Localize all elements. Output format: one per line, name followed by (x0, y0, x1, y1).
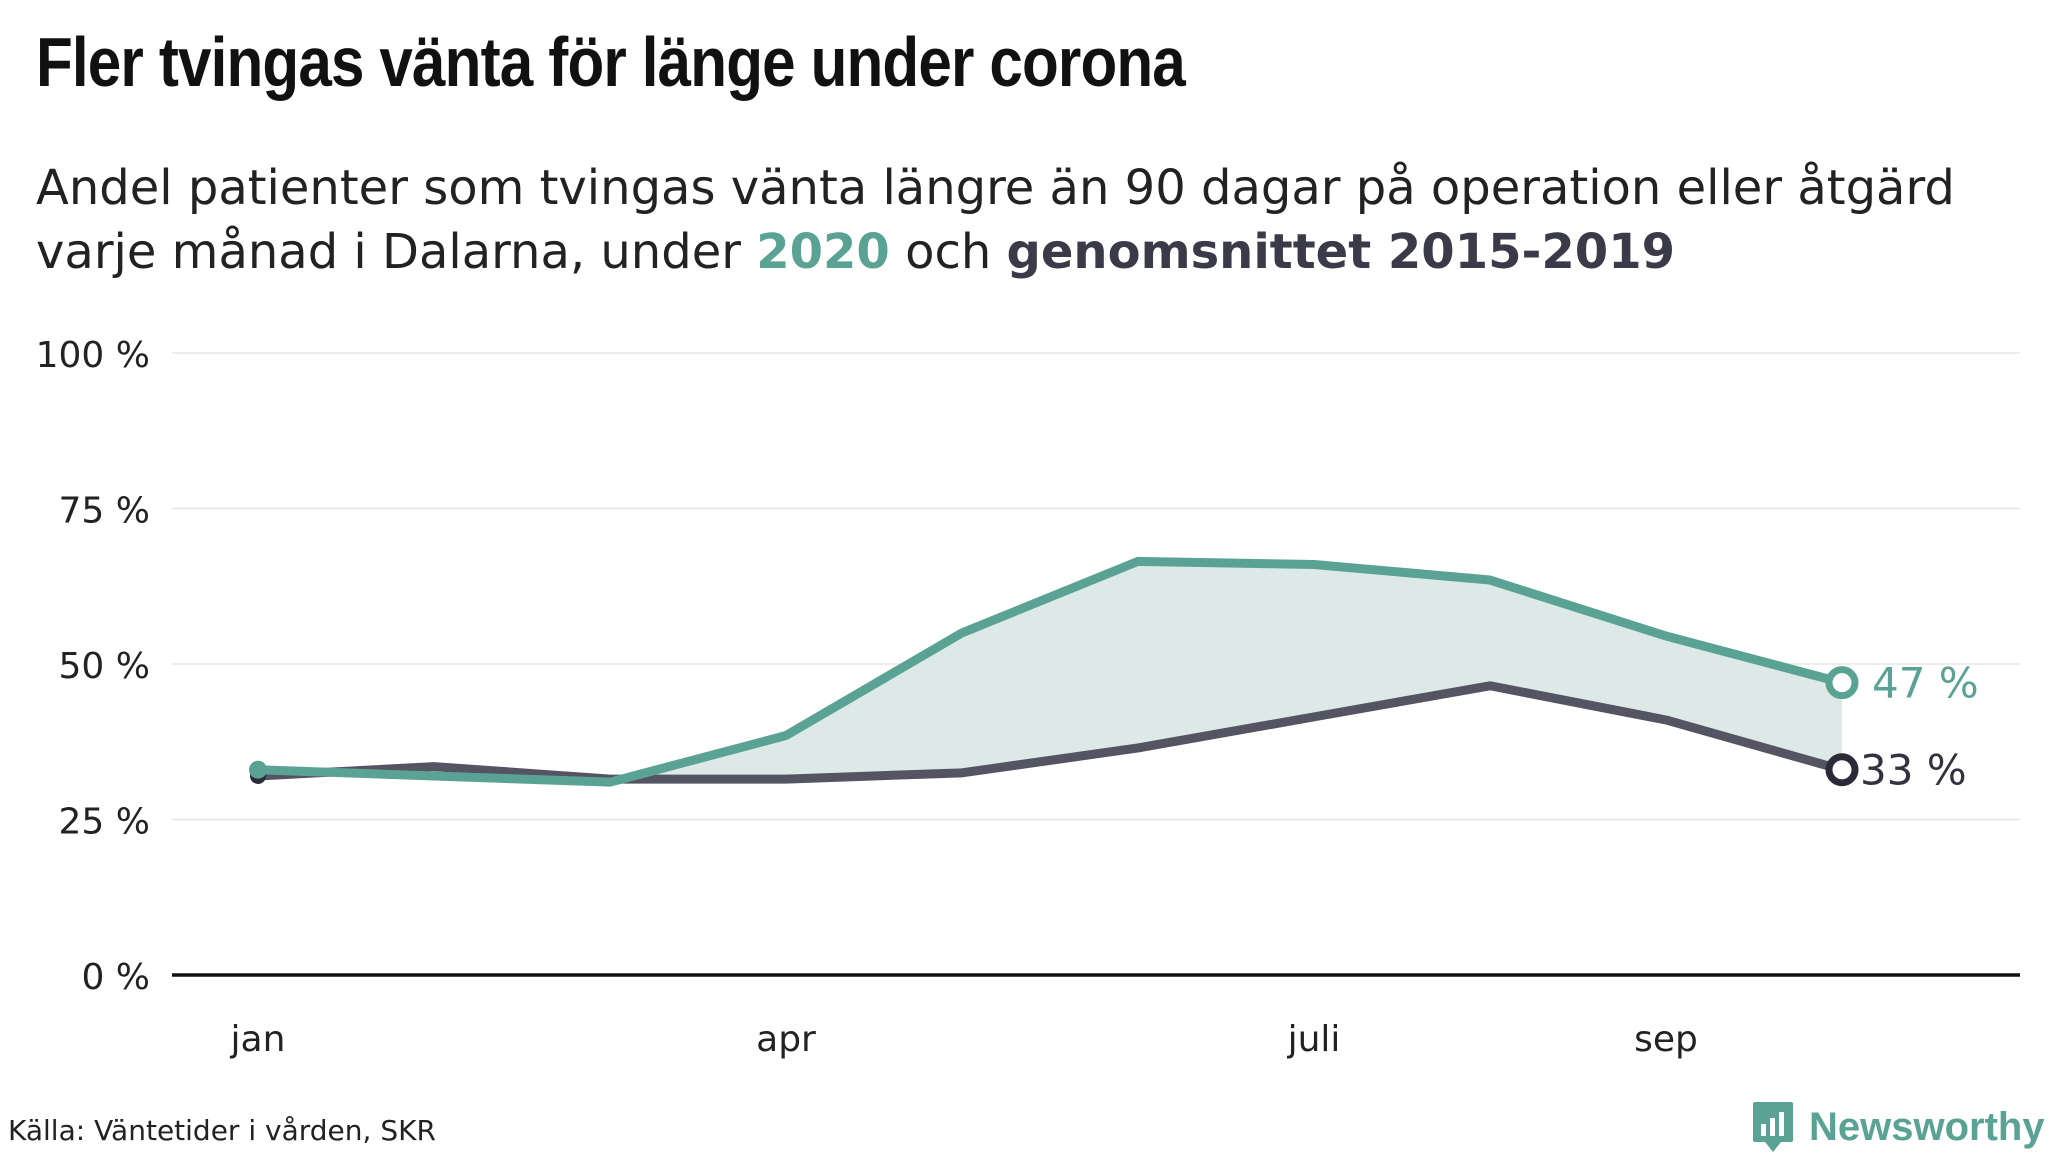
y-tick-label: 50 % (59, 646, 150, 687)
area-between-series (258, 561, 1842, 783)
x-tick-label: apr (756, 1019, 816, 1060)
subtitle-connector: och (889, 224, 1007, 280)
x-tick-label: jan (230, 1019, 286, 1060)
x-tick-label: juli (1287, 1019, 1341, 1060)
y-tick-label: 25 % (59, 802, 150, 843)
source-note: Källa: Väntetider i vården, SKR (8, 1114, 436, 1147)
series-line-average (253, 681, 1847, 784)
chart-subtitle: Andel patienter som tvingas vänta längre… (36, 156, 1955, 284)
end-point-average (1825, 753, 1859, 787)
end-point-2020 (1825, 666, 1859, 700)
line-chart: 0 % 25 % 50 % 75 % 100 % jan apr juli sep 47 % 33 … (36, 335, 2020, 1060)
subtitle-line-1: Andel patienter som tvingas vänta längre… (36, 160, 1955, 216)
y-tick-label: 100 % (36, 335, 150, 376)
x-tick-label: sep (1634, 1019, 1698, 1060)
brand-name: Newsworthy (1809, 1104, 2045, 1149)
chart-title: Fler tvingas vänta för länge under coron… (36, 23, 1186, 101)
brand-logo: Newsworthy (1751, 1100, 2045, 1154)
subtitle-prefix: varje månad i Dalarna, under (36, 224, 757, 280)
start-point-2020 (249, 760, 267, 779)
newsworthy-logo-icon (1753, 1102, 1793, 1152)
end-label-2020: 47 % (1872, 659, 1979, 708)
end-label-average: 33 % (1860, 746, 1967, 795)
subtitle-2020-highlight: 2020 (756, 224, 890, 280)
y-tick-label: 75 % (59, 491, 150, 532)
series-line-2020 (253, 556, 1847, 787)
subtitle-average-highlight: genomsnittet 2015-2019 (1006, 224, 1675, 280)
subtitle-line-2: varje månad i Dalarna, under 2020 och ge… (36, 220, 1955, 284)
y-tick-label: 0 % (81, 957, 150, 998)
